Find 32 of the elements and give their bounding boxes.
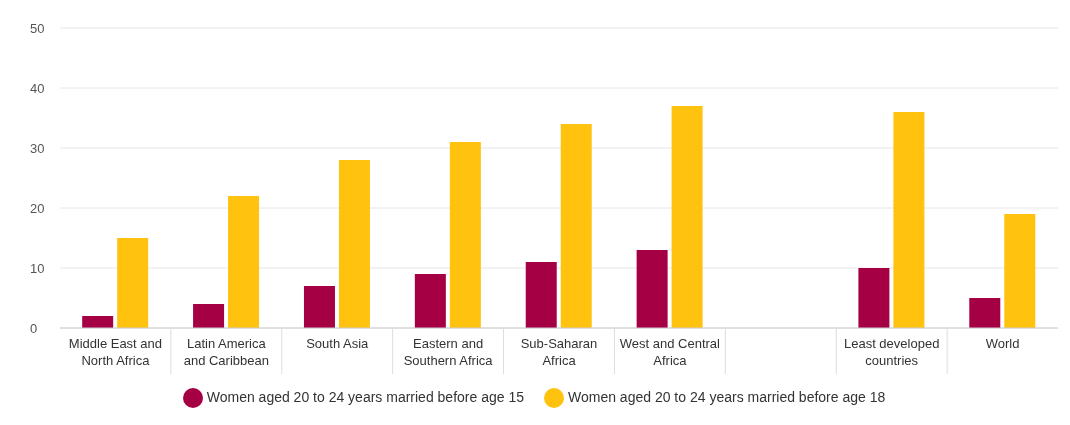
bar — [193, 304, 225, 328]
legend-label: Women aged 20 to 24 years married before age 15 — [206, 388, 524, 405]
x-tick-label: Sub-Saharan Africa — [520, 336, 598, 368]
bar — [636, 250, 668, 328]
bar — [338, 160, 370, 328]
y-tick-label: 50 — [30, 20, 45, 36]
y-tick-label: 10 — [30, 260, 45, 276]
x-tick-label: Eastern and Southern Africa — [403, 336, 494, 368]
x-tick-label: Least developed countries — [843, 336, 940, 368]
y-tick-label: 30 — [30, 140, 45, 156]
bar — [414, 274, 446, 328]
bar — [969, 298, 1001, 328]
x-tick-label: Latin America and Caribbean — [183, 336, 269, 368]
bar — [560, 124, 592, 328]
bar — [893, 112, 925, 328]
y-tick-label: 40 — [30, 80, 45, 96]
x-tick-label: World — [985, 336, 1020, 351]
x-tick-label: South Asia — [306, 336, 370, 351]
bar — [671, 106, 703, 328]
bar — [228, 196, 260, 328]
legend-label: Women aged 20 to 24 years married before age 18 — [568, 388, 886, 405]
bar — [449, 142, 481, 328]
x-tick-label: West and Central Africa — [619, 336, 721, 368]
bar — [303, 286, 335, 328]
bar — [1004, 214, 1036, 328]
bar — [82, 316, 114, 328]
y-tick-label: 0 — [30, 320, 38, 336]
x-tick-label: Middle East and North Africa — [68, 336, 163, 368]
bar — [858, 268, 890, 328]
bar — [525, 262, 557, 328]
y-tick-label: 20 — [30, 200, 45, 216]
bar — [117, 238, 149, 328]
